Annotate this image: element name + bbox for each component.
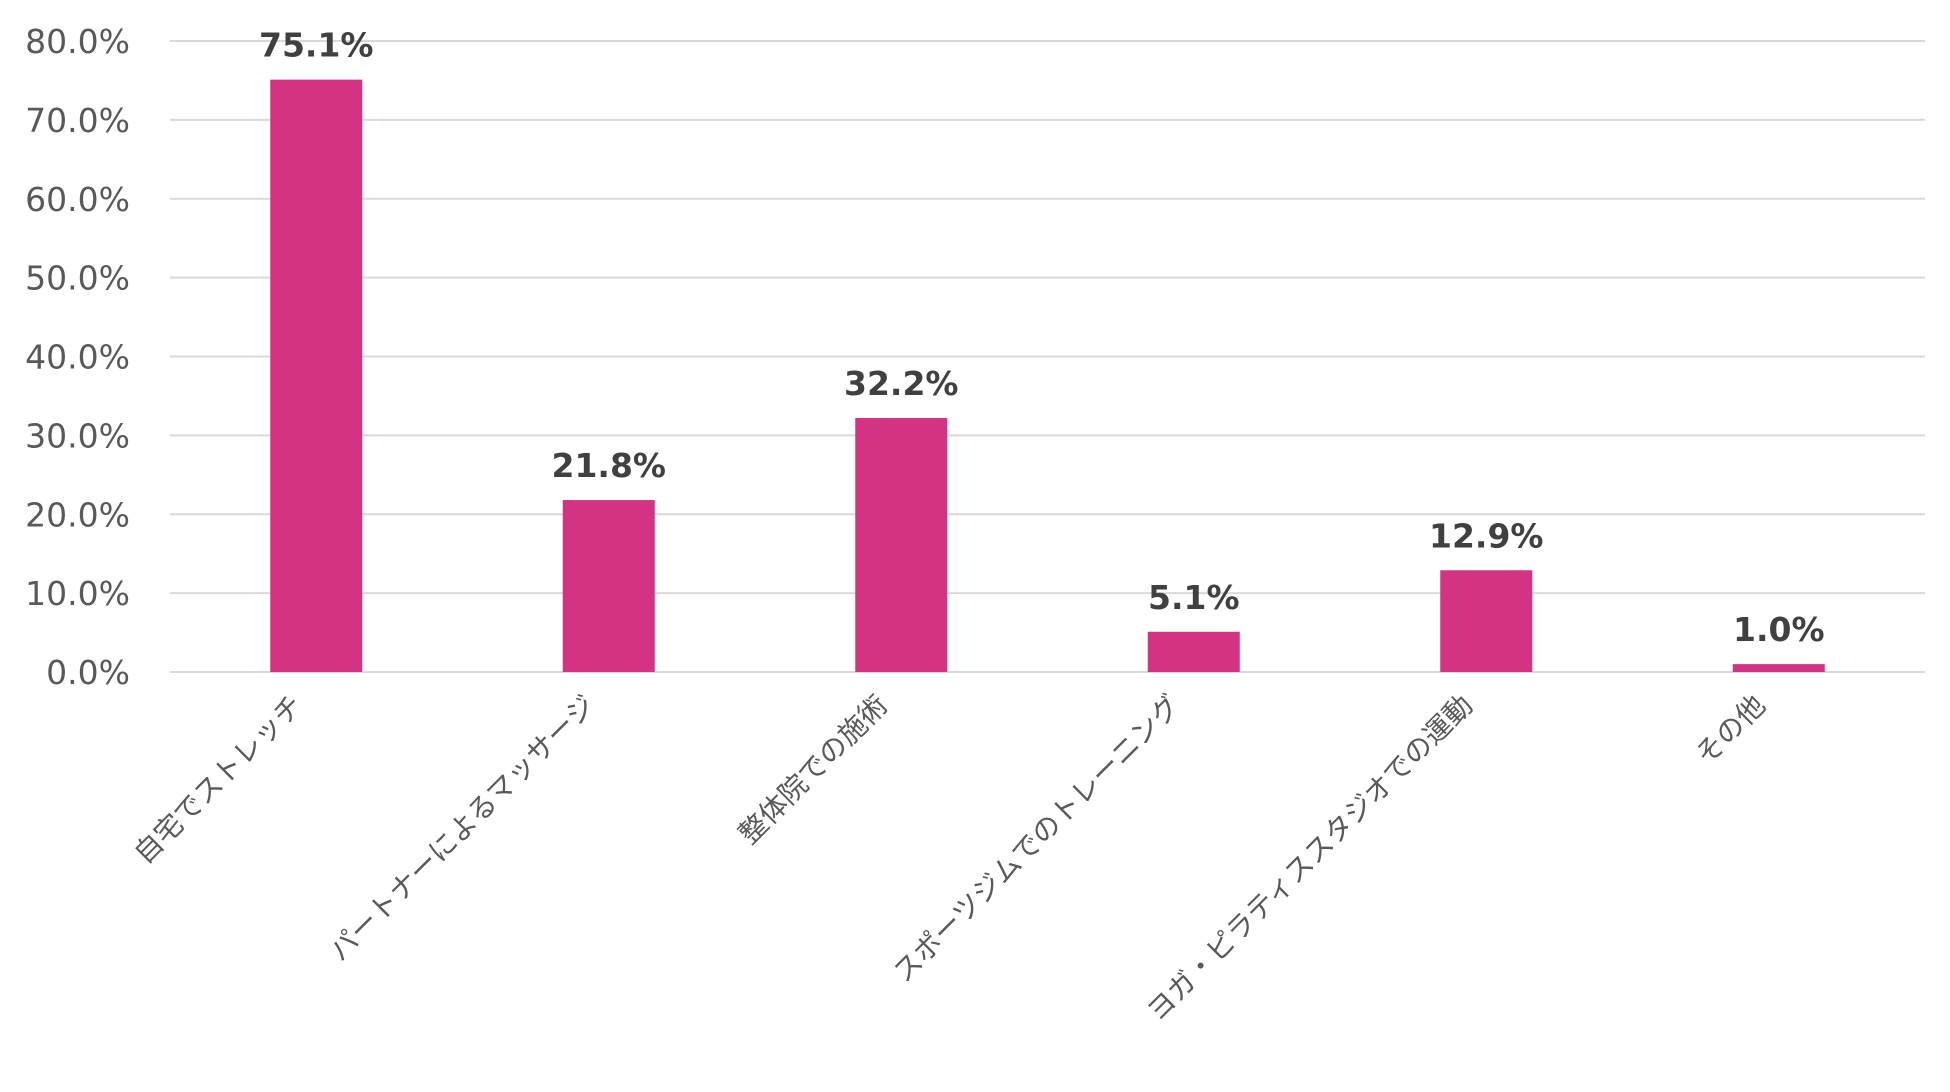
category-labels: 自宅でストレッチ パートナーによるマッサージ 整体院での施術スポーツジムでのトレーニ… (127, 689, 1771, 1028)
data-label: 5.1% (1148, 578, 1240, 617)
category-label: その他 (1689, 689, 1772, 772)
category-label: パートナーによるマッサージ (323, 689, 602, 968)
y-tick-label: 40.0% (25, 338, 130, 377)
category-label: 整体院での施術 (732, 689, 894, 851)
y-tick-label: 50.0% (25, 259, 130, 298)
category-label: ヨガ・ピラティススタジオでの運動 (1140, 689, 1479, 1028)
gridlines (170, 40, 1925, 673)
category-label: スポーツジムでのトレーニング (887, 689, 1187, 989)
bars (270, 79, 1825, 673)
y-tick-label: 20.0% (25, 495, 130, 534)
bar (1732, 664, 1825, 672)
data-labels: 75.1% 21.8% 32.2% 5.1% 12.9% 1.0% (259, 26, 1825, 649)
y-tick-label: 10.0% (25, 574, 130, 613)
y-tick-label: 60.0% (25, 180, 130, 219)
y-tick-label: 30.0% (25, 416, 130, 455)
bar (562, 500, 655, 672)
category-label: 自宅でストレッチ (127, 689, 309, 871)
bar (1147, 631, 1240, 672)
y-tick-label: 70.0% (25, 101, 130, 140)
bar (855, 418, 948, 672)
y-tick-label: 0.0% (46, 653, 130, 692)
data-label: 1.0% (1733, 610, 1825, 649)
data-label: 21.8% (552, 446, 667, 485)
y-axis-tick-labels: 0.0% 10.0% 20.0% 30.0% 40.0% 50.0% 60.0% 70.0% 8… (25, 22, 130, 692)
data-label: 32.2% (844, 364, 959, 403)
bar (270, 79, 363, 673)
bar (1440, 570, 1533, 672)
data-label: 12.9% (1429, 516, 1544, 555)
y-tick-label: 80.0% (25, 22, 130, 61)
data-label: 75.1% (259, 26, 374, 65)
